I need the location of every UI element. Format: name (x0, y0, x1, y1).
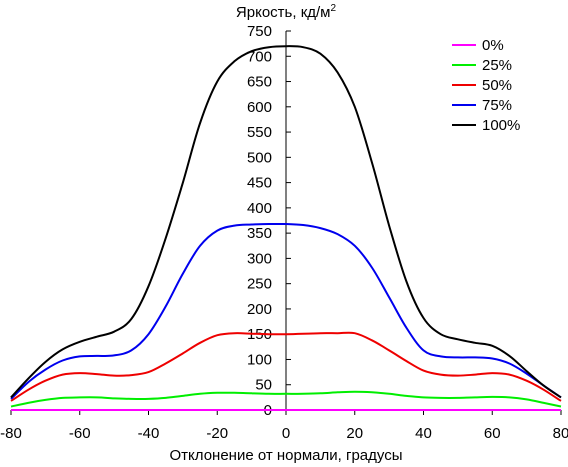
y-tick-label: 300 (247, 250, 272, 267)
x-tick-label: 60 (484, 425, 501, 442)
legend-label-3: 75% (482, 97, 512, 114)
chart-title-text: Яркость, кд/м (236, 4, 331, 21)
legend: 0% 25% 50% 75% 100% (452, 37, 520, 134)
y-tick-label: 650 (247, 74, 272, 91)
series-layer (10, 45, 562, 411)
series-line-1 (10, 390, 562, 408)
x-tick-label: -20 (206, 425, 228, 442)
legend-label-1: 25% (482, 57, 512, 74)
x-axis-label: Отклонение от нормали, градусы (170, 447, 403, 464)
chart-title: Яркость, кд/м2 (236, 3, 337, 21)
legend-label-4: 100% (482, 117, 520, 134)
y-tick-label: 100 (247, 351, 272, 368)
y-tick-label: 400 (247, 200, 272, 217)
y-tick-label: 350 (247, 225, 272, 242)
chart-title-sup: 2 (331, 3, 337, 14)
y-tick-label: 750 (247, 23, 272, 40)
axes (11, 31, 561, 411)
y-tick-label: 50 (255, 377, 272, 394)
legend-label-0: 0% (482, 37, 504, 54)
y-tick-label: 250 (247, 276, 272, 293)
legend-label-2: 50% (482, 77, 512, 94)
x-tick-label: -80 (0, 425, 22, 442)
y-tick-label: 700 (247, 48, 272, 65)
y-tick-label: 600 (247, 99, 272, 116)
y-tick-label: 450 (247, 175, 272, 192)
x-tick-label: 80 (553, 425, 568, 442)
x-tick-label: -60 (69, 425, 91, 442)
x-tick-label: 20 (346, 425, 363, 442)
y-tick-label: 200 (247, 301, 272, 318)
y-tick-label: 500 (247, 149, 272, 166)
y-tick-label: 550 (247, 124, 272, 141)
x-tick-label: 40 (415, 425, 432, 442)
series-line-4 (10, 45, 562, 399)
series-line-3 (10, 222, 562, 400)
ticks: -80 -60 -40 -20 0 20 40 60 800501001502002503003… (0, 23, 568, 442)
series-line-2 (10, 331, 562, 402)
x-tick-label: 0 (282, 425, 290, 442)
x-tick-label: -40 (138, 425, 160, 442)
